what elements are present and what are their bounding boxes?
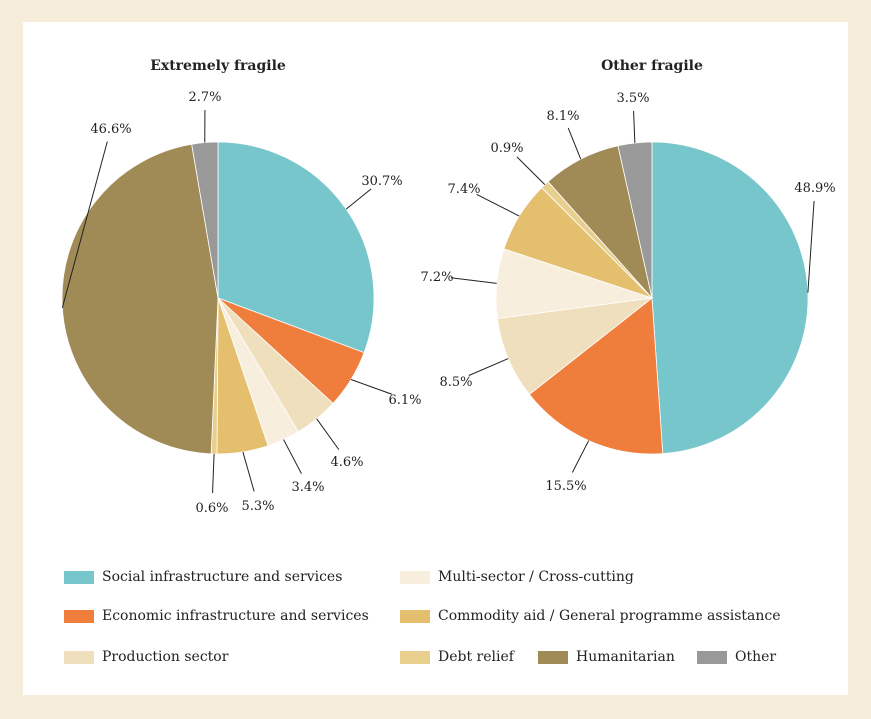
- leader-line: [468, 358, 509, 376]
- slice-label: 2.7%: [188, 90, 221, 105]
- pie-slice: [217, 141, 375, 354]
- leader-line: [633, 110, 636, 143]
- slice-label: 48.9%: [794, 181, 835, 196]
- leader-line: [567, 127, 582, 160]
- pie-extremely-fragile: 30.7% 6.1% 4.6% 3.4% 5.3% 0.6% 46.6% 2.7%: [61, 90, 422, 516]
- pie-slice: [61, 143, 219, 455]
- slice-label: 15.5%: [545, 479, 586, 494]
- slice-label: 8.1%: [546, 109, 579, 124]
- slice-label: 5.3%: [241, 499, 274, 514]
- slice-label: 8.5%: [439, 375, 472, 390]
- slice-label: 3.4%: [291, 480, 324, 495]
- leader-line: [345, 188, 372, 210]
- slice-label: 30.7%: [361, 174, 402, 189]
- leader-line: [316, 418, 340, 450]
- slice-label: 0.9%: [490, 141, 523, 156]
- pie-other-fragile: 48.9% 15.5% 8.5% 7.2% 7.4% 0.9% 8.1% 3.5%: [420, 91, 835, 494]
- leader-line: [476, 193, 520, 217]
- slice-label: 3.5%: [616, 91, 649, 106]
- leader-line: [571, 440, 590, 473]
- pie-slice: [191, 141, 219, 299]
- slice-label: 6.1%: [388, 393, 421, 408]
- pie-slice: [651, 141, 809, 455]
- pie-slice: [496, 297, 654, 395]
- leader-line: [807, 200, 815, 293]
- chart-title-other-fragile: Other fragile: [601, 58, 703, 74]
- slice-label: 0.6%: [195, 501, 228, 516]
- chart-title-extremely-fragile: Extremely fragile: [150, 58, 286, 74]
- pie-slice: [528, 297, 664, 455]
- leader-line: [242, 451, 255, 492]
- pie-slice: [617, 141, 653, 299]
- leader-line: [212, 453, 215, 494]
- slice-label: 46.6%: [90, 122, 131, 137]
- leader-line: [450, 277, 497, 284]
- leader-line: [61, 141, 108, 308]
- leader-line: [283, 439, 302, 474]
- slice-label: 4.6%: [330, 455, 363, 470]
- leader-line: [350, 379, 392, 395]
- slice-label: 7.2%: [420, 270, 453, 285]
- leader-line: [516, 156, 546, 185]
- slice-label: 7.4%: [447, 182, 480, 197]
